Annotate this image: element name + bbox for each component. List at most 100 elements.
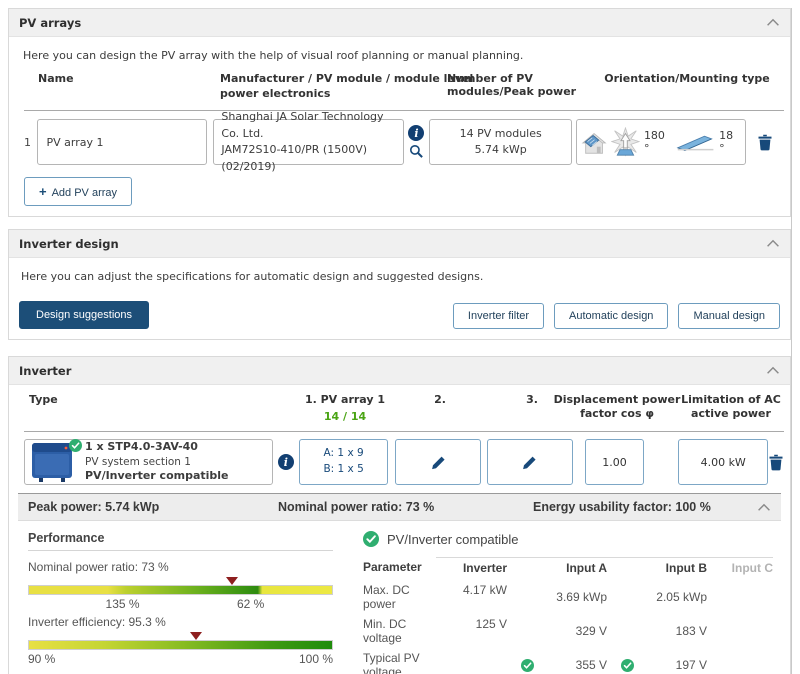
pv-arrays-column-headers: Name Manufacturer / PV module / module l… xyxy=(24,72,784,106)
cos-phi-value: 1.00 xyxy=(602,456,627,469)
compatible-check-icon xyxy=(363,531,379,547)
header-divider xyxy=(24,431,784,432)
plus-icon: + xyxy=(39,184,47,199)
module-count: 14 PV modules xyxy=(460,126,542,143)
string-config-a: A: 1 x 9 xyxy=(324,446,364,462)
compatibility-status: PV/Inverter compatible xyxy=(85,469,229,484)
edit-array-3-button[interactable] xyxy=(487,439,573,485)
compatibility-table: Parameter Inverter Input A Input B Input… xyxy=(363,557,773,674)
performance-panel: Performance Nominal power ratio: 73 % 13… xyxy=(28,531,333,674)
chevron-up-icon[interactable] xyxy=(766,18,780,27)
roof-house-icon xyxy=(581,130,607,155)
inverter-design-section: Inverter design Here you can adjust the … xyxy=(8,229,791,340)
module-select-box[interactable]: Shanghai JA Solar Technology Co. Ltd. JA… xyxy=(213,119,403,165)
tilt-value: 18 ° xyxy=(719,129,740,155)
module-model: JAM72S10-410/PR (1500V) (02/2019) xyxy=(221,142,395,175)
inverter-summary-bar[interactable]: Peak power: 5.74 kWp Nominal power ratio… xyxy=(18,493,781,521)
modules-peak-power-box[interactable]: 14 PV modules 5.74 kWp xyxy=(429,119,571,165)
inverter-efficiency-label: Inverter efficiency: 95.3 % xyxy=(28,615,333,629)
automatic-design-button[interactable]: Automatic design xyxy=(554,303,668,329)
nominal-power-ratio-label: Nominal power ratio: 73 % xyxy=(28,560,333,574)
header-divider xyxy=(24,110,784,111)
string-config-b: B: 1 x 5 xyxy=(323,462,363,478)
gauge-tick-100: 100 % xyxy=(299,652,333,666)
chevron-up-icon[interactable] xyxy=(766,366,780,375)
manual-design-button[interactable]: Manual design xyxy=(678,303,780,329)
col-inverter: Inverter xyxy=(436,557,521,578)
gauge-tick-135: 135 % xyxy=(106,597,140,611)
col-input-b: Input B xyxy=(621,557,721,578)
gauge-tick-90: 90 % xyxy=(28,652,55,666)
column-header-modules: Number of PV modules/Peak power xyxy=(447,72,607,98)
module-search-icon[interactable] xyxy=(409,144,424,159)
param-label: Min. DC voltage xyxy=(363,616,436,646)
inverter-section: Inverter Type 1. PV array 1 14 / 14 2. 3… xyxy=(8,356,791,674)
column-header-type: Type xyxy=(29,393,58,406)
peak-power: 5.74 kWp xyxy=(475,142,527,159)
inverter-type-box[interactable]: 1 x STP4.0-3AV-40 PV system section 1 PV… xyxy=(24,439,273,485)
delete-inverter-icon[interactable] xyxy=(768,454,784,471)
inverter-design-description: Here you can adjust the specifications f… xyxy=(21,270,776,283)
orientation-box[interactable]: 180 ° 18 ° xyxy=(576,119,746,165)
compatible-check-icon xyxy=(69,439,82,452)
inverter-design-title: Inverter design xyxy=(19,237,119,251)
gauge-marker xyxy=(226,577,238,585)
inverter-design-header[interactable]: Inverter design xyxy=(9,230,790,258)
pencil-icon xyxy=(431,455,446,470)
param-label: Typical PV voltage xyxy=(363,650,436,674)
compatibility-title: PV/Inverter compatible xyxy=(387,532,519,547)
module-info-icon[interactable]: i xyxy=(408,125,424,141)
pv-arrays-section: PV arrays Here you can design the PV arr… xyxy=(8,8,791,217)
pencil-icon xyxy=(522,455,537,470)
inverter-model: 1 x STP4.0-3AV-40 xyxy=(85,440,229,455)
inverter-row: 1 x STP4.0-3AV-40 PV system section 1 PV… xyxy=(24,439,784,485)
column-header-ac-limit: Limitation of AC active power xyxy=(676,393,786,422)
pv-arrays-title: PV arrays xyxy=(19,16,81,30)
tilt-panel-icon xyxy=(676,132,715,153)
string-configuration-box[interactable]: A: 1 x 9 B: 1 x 5 xyxy=(299,439,389,485)
cos-phi-input[interactable]: 1.00 xyxy=(585,439,645,485)
pv-sol-design-page: PV arrays Here you can design the PV arr… xyxy=(0,8,800,674)
check-icon xyxy=(521,659,537,672)
chevron-up-icon[interactable] xyxy=(766,239,780,248)
pv-array-name-value: PV array 1 xyxy=(46,136,103,149)
manufacturer-name: Shanghai JA Solar Technology Co. Ltd. xyxy=(221,109,395,142)
column-header-manufacturer: Manufacturer / PV module / module level … xyxy=(220,72,480,102)
inverter-title: Inverter xyxy=(19,364,71,378)
col-input-c: Input C xyxy=(721,557,773,578)
pv-arrays-description: Here you can design the PV array with th… xyxy=(23,49,780,62)
edit-array-2-button[interactable] xyxy=(395,439,481,485)
pv-array-row: 1 PV array 1 Shanghai JA Solar Technolog… xyxy=(24,119,784,165)
design-suggestions-button[interactable]: Design suggestions xyxy=(19,301,149,329)
add-pv-array-button[interactable]: +Add PV array xyxy=(24,177,132,206)
viewport-right-edge xyxy=(791,8,792,674)
chevron-up-icon[interactable] xyxy=(757,503,771,512)
ac-limit-input[interactable]: 4.00 kW xyxy=(678,439,768,485)
column-header-name: Name xyxy=(38,72,74,85)
inverter-column-headers: Type 1. PV array 1 14 / 14 2. 3. Displac… xyxy=(24,391,784,429)
performance-title: Performance xyxy=(28,531,333,551)
column-header-orientation: Orientation/Mounting type xyxy=(599,72,775,85)
col-parameter: Parameter xyxy=(363,557,436,578)
inverter-filter-button[interactable]: Inverter filter xyxy=(453,303,544,329)
ac-limit-value: 4.00 kW xyxy=(701,456,746,469)
inverter-efficiency-gauge xyxy=(28,640,333,650)
gauge-marker xyxy=(190,632,202,640)
azimuth-value: 180 ° xyxy=(644,129,672,155)
pv-array-1-module-count: 14 / 14 xyxy=(300,410,390,423)
inverter-header[interactable]: Inverter xyxy=(9,357,790,385)
nominal-power-ratio-gauge xyxy=(28,585,333,595)
inverter-info-icon[interactable]: i xyxy=(278,454,294,470)
column-header-pv-array-1: 1. PV array 1 xyxy=(300,393,390,406)
azimuth-compass-icon xyxy=(611,127,640,158)
pv-array-name-input[interactable]: PV array 1 xyxy=(37,119,207,165)
row-index: 1 xyxy=(24,119,37,165)
inverter-device-image xyxy=(31,442,73,483)
pv-arrays-header[interactable]: PV arrays xyxy=(9,9,790,37)
check-icon xyxy=(621,659,637,672)
nominal-power-ratio-summary: Nominal power ratio: 73 % xyxy=(278,500,533,514)
column-header-2: 2. xyxy=(397,393,483,406)
col-input-a: Input A xyxy=(521,557,621,578)
energy-usability-summary: Energy usability factor: 100 % xyxy=(533,500,757,514)
delete-pv-array-icon[interactable] xyxy=(757,134,773,151)
